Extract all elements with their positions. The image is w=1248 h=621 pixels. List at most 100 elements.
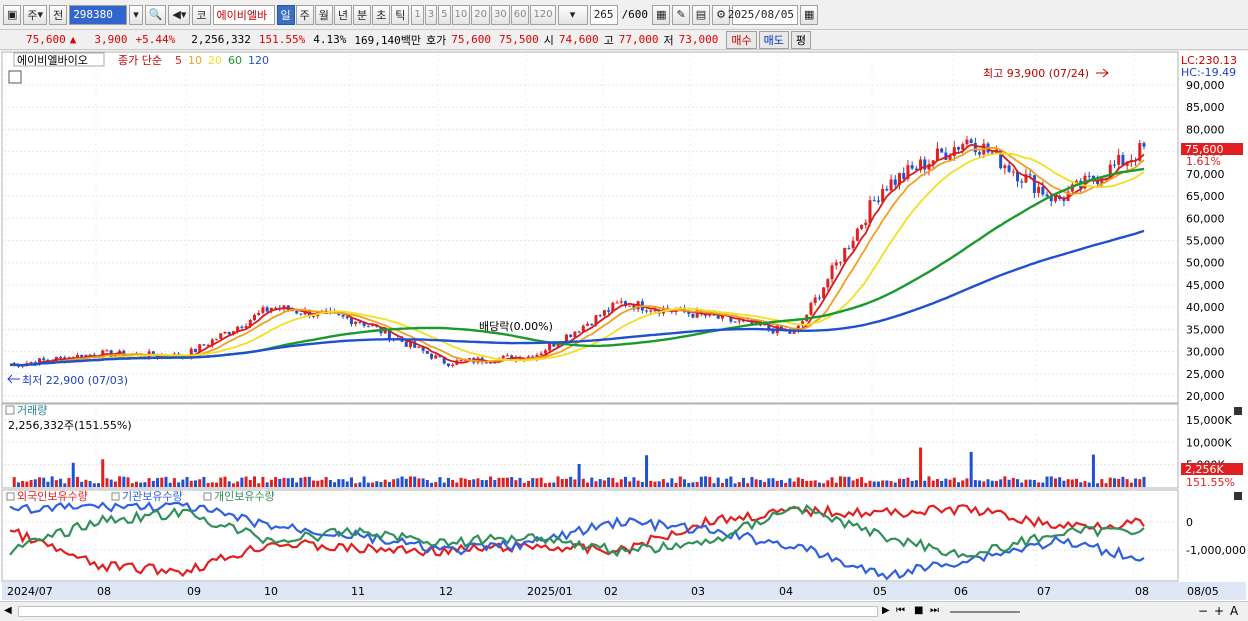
date-input[interactable]: 2025/08/05 (728, 4, 798, 25)
save-icon[interactable]: ▤ (691, 4, 711, 25)
first-page-icon[interactable]: ⏮ (896, 605, 905, 616)
candle-body (586, 323, 590, 326)
volume-bar (425, 480, 429, 487)
max-price-label: 최고 93,900 (07/24) (983, 67, 1089, 80)
interval-button[interactable]: 20 (471, 4, 490, 25)
stock-code-input[interactable]: 298380 (69, 4, 128, 25)
draw-icon[interactable]: ✎ (672, 4, 690, 25)
candle-body (1062, 198, 1066, 201)
period-button[interactable]: 틱 (391, 4, 410, 25)
candle-body (505, 355, 509, 357)
interval-button[interactable]: 10 (451, 4, 471, 25)
chart-area[interactable]: 2024/07 08 09 10 11 12 2025/01 02 03 04 05 06 07 08 08… (0, 51, 1248, 601)
volume-bar (97, 483, 101, 487)
volume-bar (122, 476, 126, 487)
interval-dropdown[interactable]: ▾ (557, 4, 588, 25)
holding-legend: 외국인보유수량 기관보유수량 개인보유수량 (6, 490, 275, 503)
volume-bar (193, 480, 197, 487)
volume-bar (219, 477, 223, 487)
period-button[interactable]: 년 (333, 4, 353, 25)
volume-bar (1125, 479, 1129, 487)
period-button[interactable]: 초 (372, 4, 391, 25)
candle-body (282, 305, 286, 310)
stop-icon[interactable]: ■ (914, 605, 924, 616)
candle-body (404, 341, 408, 347)
bottom-scrollbar[interactable]: ◀ ▶ ⏮ ■ ⏭ − + A (0, 601, 1248, 621)
volume-last-value: 2,256K (1185, 463, 1224, 476)
volume-bar (864, 482, 868, 487)
type2-label[interactable]: 코 (192, 4, 211, 25)
volume-bar (927, 476, 931, 487)
layout-icon[interactable]: ▣ (3, 4, 22, 25)
ma-period-label: 5 (175, 54, 182, 67)
candle-body (1066, 191, 1070, 201)
search-icon[interactable]: 🔍 (144, 4, 167, 25)
volume-bar (177, 482, 181, 487)
zoom-out-icon[interactable]: − (1198, 604, 1209, 618)
volume-bar (316, 480, 320, 487)
ma-period-label: 60 (228, 54, 242, 67)
volume-bar (666, 482, 670, 487)
scroll-track[interactable] (18, 606, 878, 617)
zoom-in-icon[interactable]: + (1214, 604, 1225, 618)
candle-body (543, 350, 547, 354)
chart-svg[interactable]: 2024/07 08 09 10 11 12 2025/01 02 03 04 05 06 07 08 08… (0, 51, 1248, 601)
volume-panel-close-icon[interactable] (1234, 407, 1242, 415)
speaker-icon[interactable]: ◀▾ (168, 4, 191, 25)
volume-bar (16, 482, 20, 487)
volume-bar (889, 481, 893, 487)
volume-bar (126, 477, 130, 487)
candle-body (236, 326, 240, 332)
candle-body (965, 139, 969, 145)
bid-price: 75,500 (498, 33, 539, 46)
buy-button[interactable]: 매수 (726, 30, 757, 49)
gear-icon[interactable]: ⚙ (712, 4, 730, 25)
candle-body (88, 354, 92, 356)
scroll-left-icon[interactable]: ◀ (4, 605, 12, 616)
holding-panel-close-icon[interactable] (1234, 492, 1242, 500)
period-button[interactable]: 분 (353, 4, 372, 25)
volume-bar (531, 478, 535, 487)
interval-button[interactable]: 60 (510, 4, 530, 25)
eval-button[interactable]: 평 (790, 30, 811, 49)
x-axis-label: 09 (187, 585, 201, 598)
candle-body (413, 341, 417, 348)
period-button[interactable]: 일 (276, 4, 295, 25)
interval-button[interactable]: 1 (411, 4, 424, 25)
calendar-icon[interactable]: ▦ (799, 4, 819, 25)
volume-bar (670, 478, 674, 487)
market-select[interactable]: 주 ▾ (23, 4, 48, 25)
interval-button[interactable]: 120 (530, 4, 556, 25)
interval-button[interactable]: 3 (424, 4, 438, 25)
volume-bar (893, 482, 897, 487)
chart-tools-icon[interactable]: ▦ (652, 4, 671, 25)
stock-name-label: 에이비엘바이오 (17, 54, 88, 67)
calculator-icon[interactable] (8, 70, 22, 84)
interval-button[interactable]: 5 (438, 4, 451, 25)
volume-bar (607, 477, 611, 487)
period-button[interactable]: 주 (295, 4, 314, 25)
scroll-right-icon[interactable]: ▶ (882, 605, 890, 616)
volume-bar (573, 479, 577, 487)
stock-name-field[interactable]: 에이비엘바 (212, 4, 275, 25)
volume-bar (71, 462, 75, 487)
candle-body (1007, 165, 1011, 172)
last-page-icon[interactable]: ⏭ (930, 605, 939, 616)
count-input[interactable]: 265 (589, 4, 618, 25)
volume-bar (118, 476, 122, 487)
sell-button[interactable]: 매도 (758, 30, 789, 49)
volume-bar (484, 480, 488, 487)
candle-body (556, 343, 560, 347)
font-size-icon[interactable]: A (1230, 604, 1239, 618)
candle-body (193, 348, 197, 352)
x-axis-label: 05 (873, 585, 887, 598)
volume-bar (851, 480, 855, 487)
volume-bar (46, 481, 50, 487)
interval-button[interactable]: 30 (491, 4, 510, 25)
volume-bar (1087, 482, 1091, 487)
turnover-rate: 4.13% (313, 33, 347, 46)
type-select[interactable]: 전 (49, 4, 68, 25)
period-button[interactable]: 월 (314, 4, 333, 25)
zoom-slider[interactable] (950, 611, 1020, 613)
code-dropdown-icon[interactable]: ▾ (129, 4, 143, 25)
